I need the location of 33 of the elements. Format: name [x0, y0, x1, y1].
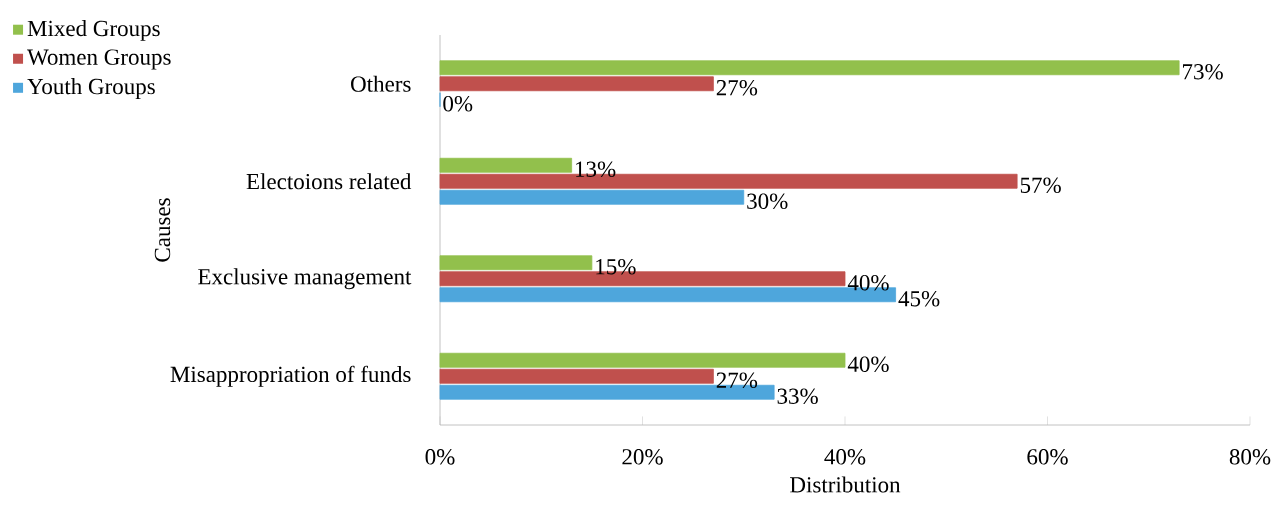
- y-axis-title: Causes: [154, 198, 171, 262]
- data-label: 27%: [716, 79, 758, 96]
- y-tick-label: Electoions related: [246, 173, 412, 190]
- data-label: 40%: [847, 274, 889, 291]
- data-label: 33%: [777, 388, 818, 405]
- bar: [439, 76, 714, 92]
- y-tick-label: Others: [351, 75, 411, 92]
- data-label: 13%: [576, 161, 616, 178]
- data-label: 73%: [1183, 63, 1223, 80]
- legend-label: Women Groups: [27, 49, 171, 70]
- data-label: 45%: [898, 290, 940, 307]
- data-label: 27%: [716, 372, 758, 389]
- legend-label: Youth Groups: [27, 78, 155, 99]
- bar: [439, 255, 593, 271]
- bar: [439, 157, 573, 173]
- bar: [439, 368, 714, 384]
- x-tick-label: 80%: [1229, 449, 1271, 465]
- data-label: 15%: [596, 258, 636, 275]
- data-label: 30%: [747, 193, 788, 210]
- bar: [439, 352, 846, 368]
- data-label: 40%: [847, 356, 889, 373]
- bar: [439, 60, 1180, 76]
- x-tick-label: 20%: [622, 449, 663, 465]
- x-tick-label: 40%: [824, 449, 866, 465]
- y-tick-label: Exclusive management: [198, 268, 412, 290]
- y-tick-label: Misappropriation of funds: [170, 365, 411, 387]
- legend-label: Mixed Groups: [27, 20, 160, 41]
- x-axis-title: Distribution: [790, 476, 901, 493]
- data-label: 57%: [1020, 177, 1061, 194]
- data-label: 0%: [443, 95, 473, 112]
- x-tick-label: 60%: [1027, 449, 1068, 465]
- x-tick-label: 0%: [425, 449, 455, 465]
- bar: [439, 189, 745, 205]
